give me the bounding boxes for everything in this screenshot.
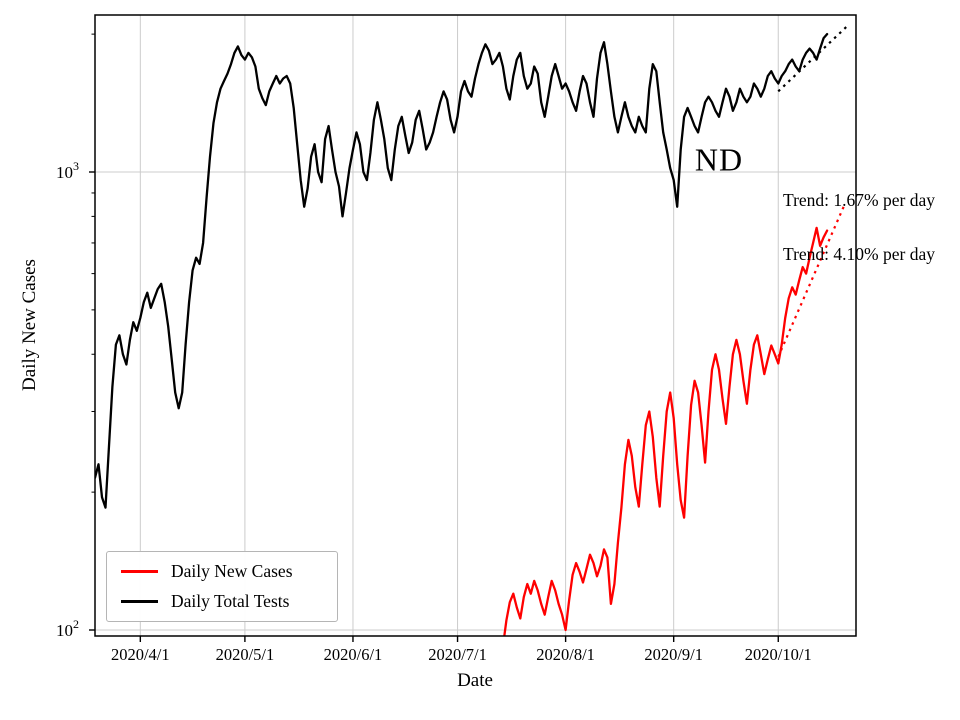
x-tick-label: 2020/6/1 — [324, 645, 383, 664]
legend: Daily New Cases Daily Total Tests — [106, 551, 338, 622]
trend-label-new-cases: Trend: 4.10% per day — [783, 244, 935, 264]
x-tick-label: 2020/5/1 — [216, 645, 275, 664]
x-tick-label: 2020/10/1 — [745, 645, 812, 664]
series-group — [95, 32, 829, 636]
series-daily-total-tests — [95, 32, 829, 509]
x-tick-label: 2020/9/1 — [644, 645, 703, 664]
y-axis-label: Daily New Cases — [19, 259, 40, 391]
y-axis: 102 103 — [56, 33, 95, 640]
x-tick-label: 2020/7/1 — [428, 645, 487, 664]
y-tick-label: 103 — [56, 159, 79, 182]
x-axis: 2020/4/1 2020/5/1 2020/6/1 2020/7/1 2020/8/1… — [111, 636, 812, 664]
legend-label-new-cases: Daily New Cases — [171, 561, 293, 581]
legend-item-total-tests: Daily Total Tests — [121, 590, 323, 611]
legend-item-new-cases: Daily New Cases — [121, 561, 323, 581]
y-tick-label: 102 — [56, 617, 79, 640]
x-tick-label: 2020/4/1 — [111, 645, 170, 664]
axes-frame — [94, 14, 857, 637]
gridlines — [95, 15, 856, 636]
trend-line-daily-new-cases — [777, 204, 846, 358]
legend-label-total-tests: Daily Total Tests — [171, 590, 290, 611]
x-tick-label: 2020/8/1 — [536, 645, 595, 664]
trend-label-total-tests: Trend: 1.67% per day — [783, 190, 935, 210]
series-daily-new-cases — [503, 226, 829, 636]
legend-line-new-cases — [121, 570, 158, 574]
state-annotation: ND — [694, 141, 744, 178]
x-axis-label: Date — [457, 670, 493, 691]
trend-line-daily-total-tests — [777, 24, 849, 93]
legend-line-total-tests — [121, 599, 158, 603]
